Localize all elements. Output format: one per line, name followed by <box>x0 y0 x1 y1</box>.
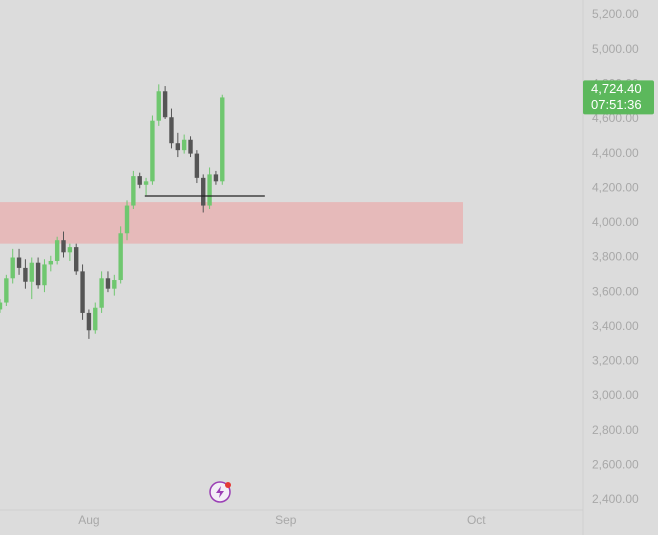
candle-body <box>93 307 98 331</box>
candle-body <box>99 278 104 308</box>
last-price-label: 4,724.40 <box>591 81 642 96</box>
candle-body <box>175 143 181 151</box>
candle-body <box>162 91 168 118</box>
candle-body <box>137 176 142 185</box>
countdown-label: 07:51:36 <box>591 97 642 112</box>
y-tick-label: 3,800.00 <box>592 250 639 264</box>
y-tick-label: 4,600.00 <box>592 111 639 125</box>
candle-body <box>143 181 149 185</box>
y-tick-label: 2,400.00 <box>592 492 639 506</box>
y-tick-label: 4,400.00 <box>592 146 639 160</box>
x-tick-label: Aug <box>78 513 99 527</box>
candle-body <box>213 174 219 182</box>
zone <box>0 202 463 244</box>
candle-body <box>4 278 9 303</box>
candle-body <box>124 205 130 234</box>
candle-body <box>0 302 3 310</box>
lightning-icon[interactable] <box>209 481 231 503</box>
y-tick-label: 2,600.00 <box>592 457 639 471</box>
x-tick-label: Oct <box>467 513 486 527</box>
last-price-box <box>583 80 654 115</box>
candle-body <box>54 240 60 261</box>
y-tick-label: 3,400.00 <box>592 319 639 333</box>
candle-body <box>42 264 47 286</box>
candle-body <box>35 262 41 286</box>
y-tick-label: 5,000.00 <box>592 42 639 56</box>
candle-body <box>169 117 174 144</box>
candle-body <box>67 247 73 253</box>
y-tick-label: 5,200.00 <box>592 7 639 21</box>
candle-body <box>194 153 200 178</box>
candle-body <box>181 139 187 151</box>
y-tick-label: 2,800.00 <box>592 423 639 437</box>
candle-body <box>61 240 66 253</box>
y-tick-label: 3,000.00 <box>592 388 639 402</box>
candle-body <box>150 120 155 182</box>
candle-body <box>23 267 28 282</box>
candle-body <box>105 278 111 289</box>
candle-body <box>207 174 212 206</box>
y-tick-label: 3,600.00 <box>592 284 639 298</box>
candle-body <box>118 233 123 281</box>
candle-body <box>10 257 15 279</box>
candle-body <box>188 139 193 154</box>
candle-body <box>131 176 136 206</box>
y-tick-label: 4,000.00 <box>592 215 639 229</box>
y-tick-label: 3,200.00 <box>592 354 639 368</box>
candle-body <box>112 280 117 289</box>
candle-body <box>156 91 161 121</box>
candle-body <box>86 312 92 331</box>
candle-body <box>16 257 22 268</box>
candle-body <box>201 177 206 206</box>
candle-body <box>220 97 225 182</box>
x-tick-label: Sep <box>275 513 297 527</box>
y-tick-label: 4,200.00 <box>592 180 639 194</box>
candle-body <box>48 260 54 265</box>
candle-body <box>80 271 85 313</box>
candle-body <box>74 247 79 272</box>
candle-body <box>29 262 34 282</box>
